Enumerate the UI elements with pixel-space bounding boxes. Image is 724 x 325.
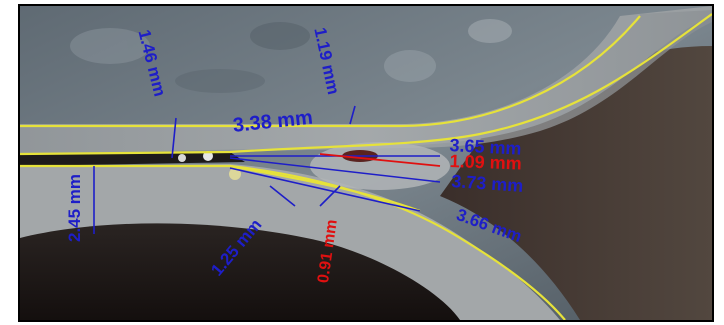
measurement-label: 3.73 mm (450, 171, 524, 196)
plate-gap (20, 152, 245, 166)
gap-particle (203, 151, 213, 161)
measurement-label: 2.45 mm (65, 173, 84, 242)
micrograph-frame: 1.46 mm 1.19 mm 3.38 mm 3.65 mm 1.09 mm … (18, 4, 714, 322)
measurement-label: 1.09 mm (449, 151, 523, 174)
boundary-lines (20, 13, 712, 320)
gap-particle (178, 154, 186, 162)
weld-nugget (310, 142, 450, 190)
red-measure-line (319, 153, 441, 167)
surface-texture (70, 19, 512, 93)
lower-void (20, 223, 460, 320)
upper-plate-sheen (20, 10, 712, 156)
weld-micrograph (20, 6, 712, 320)
gap-particle (229, 168, 241, 180)
right-dark-region (440, 46, 712, 320)
